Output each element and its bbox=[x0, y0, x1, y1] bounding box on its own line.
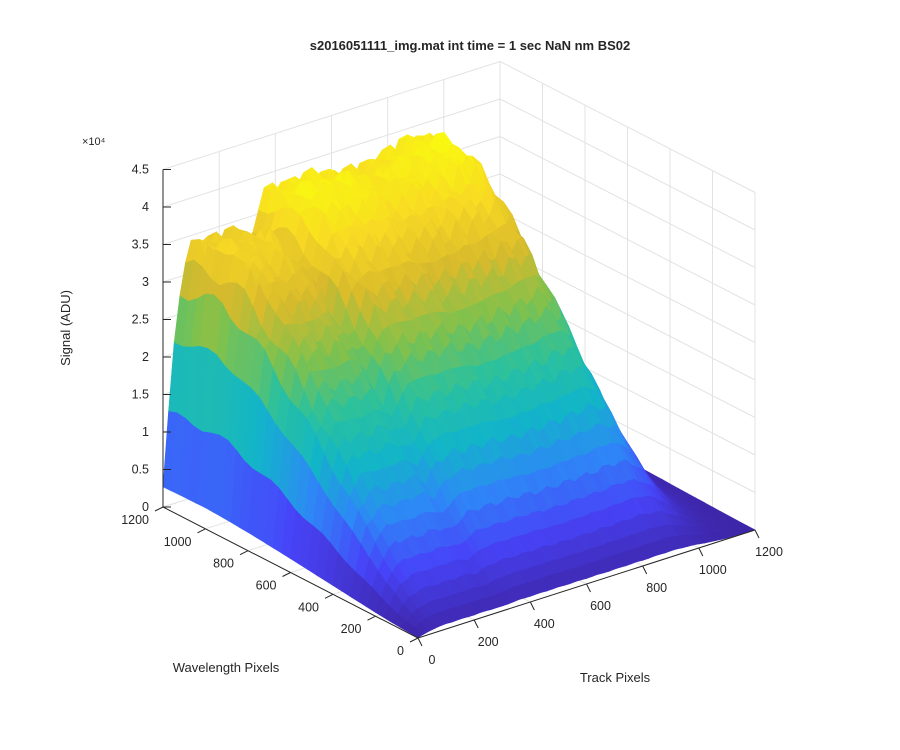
z-tick-label: 2 bbox=[142, 350, 149, 364]
x-tick-mark bbox=[642, 565, 648, 575]
y-tick-mark bbox=[282, 572, 291, 577]
z-axis-label: Signal (ADU) bbox=[58, 290, 73, 366]
grid-line-z-right bbox=[499, 173, 756, 306]
z-tick-label: 4 bbox=[142, 200, 149, 214]
grid-line-z-left bbox=[162, 61, 501, 170]
z-exponent-label: ×10⁴ bbox=[82, 136, 106, 148]
y-tick-label: 1200 bbox=[121, 513, 149, 527]
z-tick-label: 3 bbox=[142, 275, 149, 289]
x-tick-mark bbox=[473, 619, 479, 629]
y-tick-mark bbox=[197, 528, 206, 534]
axis-lines bbox=[154, 169, 760, 647]
x-tick-label: 800 bbox=[646, 581, 667, 595]
x-axis-label: Track Pixels bbox=[580, 670, 651, 685]
y-tick-label: 0 bbox=[397, 644, 404, 658]
x-tick-mark bbox=[586, 583, 591, 593]
grid-line-z-right bbox=[499, 61, 756, 193]
z-tick-label: 4.5 bbox=[132, 163, 149, 177]
y-tick-label: 200 bbox=[341, 622, 362, 636]
y-tick-mark bbox=[239, 550, 249, 556]
grid-line-z-left bbox=[162, 98, 501, 208]
y-tick-label: 600 bbox=[256, 579, 277, 593]
y-tick-mark bbox=[409, 637, 419, 643]
grid-line-z-right bbox=[499, 98, 756, 231]
x-tick-label: 1000 bbox=[699, 563, 727, 577]
z-tick-label: 1 bbox=[142, 425, 149, 439]
grid-line-z-right bbox=[499, 136, 756, 268]
x-tick-mark bbox=[754, 529, 760, 539]
x-tick-label: 1200 bbox=[755, 545, 783, 559]
grid-line-z-right bbox=[499, 248, 756, 381]
x-tick-label: 200 bbox=[478, 635, 499, 649]
x-tick-mark bbox=[698, 547, 704, 557]
z-tick-label: 0 bbox=[142, 500, 149, 514]
y-tick-label: 400 bbox=[298, 600, 319, 614]
z-tick-label: 1.5 bbox=[132, 388, 149, 402]
z-tick-label: 3.5 bbox=[132, 238, 149, 252]
y-tick-label: 1000 bbox=[164, 535, 192, 549]
tick-labels: 0200400600800100012000200400600800100012… bbox=[121, 163, 783, 668]
grid-line-z-right bbox=[499, 211, 756, 343]
x-tick-label: 400 bbox=[534, 617, 555, 631]
y-tick-mark bbox=[324, 593, 334, 599]
x-tick-label: 600 bbox=[590, 599, 611, 613]
x-tick-mark bbox=[529, 601, 535, 611]
x-tick-mark bbox=[417, 637, 423, 647]
signal-surface bbox=[162, 131, 756, 638]
z-tick-label: 2.5 bbox=[132, 313, 149, 327]
y-tick-mark bbox=[154, 506, 164, 512]
y-axis-label: Wavelength Pixels bbox=[173, 660, 280, 675]
y-tick-mark bbox=[367, 615, 376, 621]
chart-title: s2016051111_img.mat int time = 1 sec NaN… bbox=[310, 38, 631, 53]
z-tick-label: 0.5 bbox=[132, 463, 149, 477]
y-tick-label: 800 bbox=[213, 557, 234, 571]
x-tick-label: 0 bbox=[429, 653, 436, 667]
